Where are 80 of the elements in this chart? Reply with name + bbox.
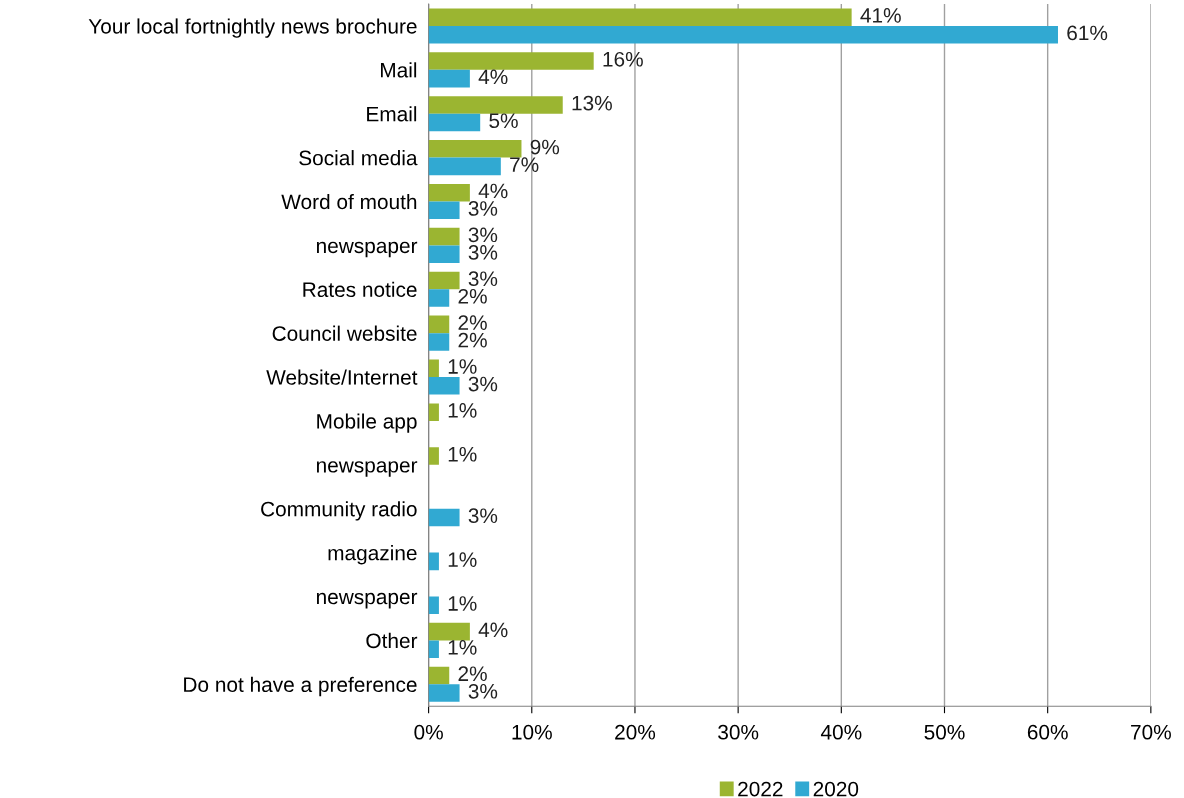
bar — [428, 201, 460, 220]
bar — [428, 96, 563, 114]
data-label: 1% — [448, 403, 477, 418]
data-label: 5% — [489, 113, 518, 129]
data-label: 4% — [478, 622, 508, 638]
y-tick-label: Rates notice — [303, 281, 417, 298]
y-tick-label: Word of mouth — [281, 193, 417, 210]
data-label: 3% — [468, 508, 498, 524]
y-tick-label: newspaper — [316, 241, 418, 258]
data-label: 3% — [468, 376, 498, 392]
y-tick-label: Email — [367, 106, 417, 122]
bar — [428, 508, 460, 527]
data-label: 1% — [448, 596, 477, 611]
data-label: 2% — [458, 288, 487, 304]
bar — [428, 245, 460, 263]
data-label: 2% — [458, 332, 487, 348]
y-tick-label: Community radio — [261, 501, 417, 521]
x-tick-label: 40% — [820, 724, 862, 740]
data-label: 3% — [468, 201, 498, 216]
legend-label: 2022 — [738, 781, 783, 797]
x-tick-label: 70% — [1131, 724, 1171, 740]
y-tick-label: newspaper — [316, 592, 418, 609]
data-label: 3% — [468, 271, 498, 287]
data-label: 2% — [458, 315, 487, 330]
bar — [428, 596, 439, 615]
data-label: 2% — [458, 666, 487, 682]
data-label: 4% — [478, 69, 508, 85]
y-tick-label: Your local fortnightly news brochure — [88, 18, 417, 38]
bar — [428, 315, 450, 334]
data-label: 1% — [448, 446, 477, 462]
bar — [428, 622, 470, 641]
bar — [428, 25, 1058, 44]
bar — [428, 552, 439, 571]
bar — [428, 8, 852, 26]
y-tick-label: Social media — [299, 150, 418, 166]
bar — [428, 227, 460, 246]
data-label: 61% — [1067, 25, 1108, 41]
bar — [428, 684, 460, 702]
data-label: 41% — [860, 8, 901, 23]
bar — [428, 271, 460, 290]
data-label: 9% — [530, 139, 560, 155]
bar — [428, 403, 439, 421]
y-tick-label: newspaper — [316, 461, 418, 477]
x-tick-label: 60% — [1027, 724, 1068, 740]
bar — [428, 640, 439, 658]
bar — [428, 289, 450, 307]
y-tick-label: Other — [366, 632, 418, 649]
x-tick-label: 50% — [924, 724, 965, 740]
y-tick-label: Do not have a preference — [184, 676, 417, 697]
bar — [428, 447, 439, 465]
bar — [428, 333, 450, 351]
data-label: 3% — [468, 227, 498, 243]
data-label: 13% — [572, 95, 612, 111]
x-tick-label: 20% — [615, 724, 656, 740]
bar — [428, 113, 481, 132]
x-tick-label: 30% — [718, 724, 759, 740]
data-label: 1% — [448, 640, 477, 655]
x-tick-label: 10% — [512, 724, 552, 740]
data-label: 1% — [448, 359, 477, 374]
bar — [428, 359, 439, 378]
data-label: 3% — [468, 683, 498, 699]
data-label: 7% — [510, 157, 539, 172]
bar — [428, 52, 594, 70]
bar — [428, 157, 501, 176]
y-tick-label: magazine — [328, 545, 417, 565]
y-tick-label: Mobile app — [317, 413, 417, 433]
bar — [428, 69, 470, 88]
y-tick-label: Council website — [272, 325, 417, 341]
data-label: 3% — [468, 245, 498, 260]
legend-label: 2020 — [813, 781, 859, 797]
bar — [428, 140, 522, 158]
data-label: 4% — [478, 183, 508, 199]
data-label: 1% — [448, 552, 477, 567]
bar — [428, 377, 460, 395]
bar — [428, 666, 450, 685]
y-tick-label: Website/Internet — [266, 369, 418, 385]
data-label: 16% — [603, 51, 643, 67]
y-tick-label: Mail — [381, 62, 417, 78]
x-tick-label: 0% — [414, 724, 443, 740]
bar — [428, 183, 470, 202]
